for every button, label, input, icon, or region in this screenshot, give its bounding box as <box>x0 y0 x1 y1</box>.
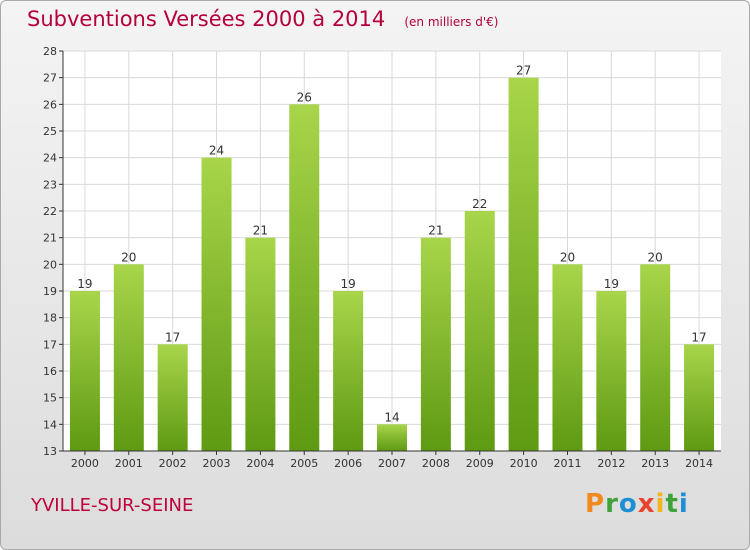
title-group: Subventions Versées 2000 à 2014 (en mill… <box>27 7 498 31</box>
y-tick-label: 18 <box>43 312 57 325</box>
data-label: 19 <box>604 277 619 291</box>
brand-logo: Proxiti <box>585 489 689 519</box>
chart-subtitle: (en milliers d'€) <box>404 15 499 29</box>
data-label: 20 <box>560 250 575 264</box>
y-tick-label: 20 <box>43 258 57 271</box>
bar-2008 <box>420 237 451 451</box>
bar-2004 <box>245 237 276 451</box>
data-label: 17 <box>691 330 706 344</box>
brand-letter: i <box>678 489 689 519</box>
bar-2009 <box>464 211 495 451</box>
data-label: 20 <box>121 250 136 264</box>
bar-2003 <box>201 157 232 451</box>
brand-letter: t <box>665 489 679 519</box>
bar-2012 <box>596 291 627 451</box>
x-tick-label: 2000 <box>71 457 99 470</box>
y-tick-label: 28 <box>43 45 57 58</box>
bar-2002 <box>157 344 188 451</box>
data-label: 22 <box>472 197 487 211</box>
data-label: 14 <box>384 410 399 424</box>
y-tick-label: 21 <box>43 232 57 245</box>
data-label: 27 <box>516 64 531 78</box>
bar-2006 <box>333 291 364 451</box>
bar-2005 <box>289 104 320 451</box>
y-tick-label: 25 <box>43 125 57 138</box>
bar-2000 <box>69 291 100 451</box>
brand-letter: x <box>637 489 656 519</box>
x-tick-label: 2007 <box>378 457 406 470</box>
brand-letter: r <box>605 489 619 519</box>
x-tick-label: 2013 <box>641 457 669 470</box>
x-tick-label: 2004 <box>246 457 274 470</box>
y-tick-label: 16 <box>43 365 57 378</box>
bar-2014 <box>684 344 715 451</box>
data-label: 17 <box>165 330 180 344</box>
y-tick-label: 23 <box>43 178 57 191</box>
x-tick-label: 2002 <box>159 457 187 470</box>
bar-2011 <box>552 264 583 451</box>
x-tick-label: 2005 <box>290 457 318 470</box>
brand-letter: o <box>618 489 638 519</box>
bars <box>69 77 715 452</box>
y-tick-label: 22 <box>43 205 57 218</box>
x-tick-label: 2014 <box>685 457 713 470</box>
bar-2010 <box>508 77 539 452</box>
data-label: 20 <box>648 250 663 264</box>
y-tick-label: 24 <box>43 152 57 165</box>
bar-2007 <box>377 424 407 451</box>
x-tick-label: 2008 <box>422 457 450 470</box>
axes <box>59 50 721 455</box>
chart-title: Subventions Versées 2000 à 2014 <box>27 7 386 31</box>
y-tick-label: 13 <box>43 445 57 458</box>
y-tick-label: 17 <box>43 338 57 351</box>
bar-2013 <box>640 264 671 451</box>
y-tick-label: 15 <box>43 392 57 405</box>
data-label: 21 <box>253 224 268 238</box>
x-tick-label: 2003 <box>203 457 231 470</box>
bar-2001 <box>113 264 144 451</box>
data-label: 26 <box>297 90 312 104</box>
data-label: 24 <box>209 144 224 158</box>
labels: 13 14 15 16 17 18 19 20 21 22 23 24 25 26 27 28 19 2000 20… <box>43 45 713 470</box>
brand-letter: i <box>655 489 666 519</box>
x-tick-label: 2001 <box>115 457 143 470</box>
x-tick-label: 2006 <box>334 457 362 470</box>
data-label: 21 <box>428 224 443 238</box>
x-tick-label: 2012 <box>597 457 625 470</box>
brand-letter: P <box>585 489 606 519</box>
x-tick-label: 2009 <box>466 457 494 470</box>
place-name: YVILLE-SUR-SEINE <box>31 495 194 516</box>
y-tick-label: 14 <box>43 418 57 431</box>
y-tick-label: 26 <box>43 98 57 111</box>
x-tick-label: 2011 <box>553 457 581 470</box>
y-tick-label: 19 <box>43 285 57 298</box>
data-label: 19 <box>77 277 92 291</box>
data-label: 19 <box>340 277 355 291</box>
x-tick-label: 2010 <box>510 457 538 470</box>
y-tick-label: 27 <box>43 72 57 85</box>
